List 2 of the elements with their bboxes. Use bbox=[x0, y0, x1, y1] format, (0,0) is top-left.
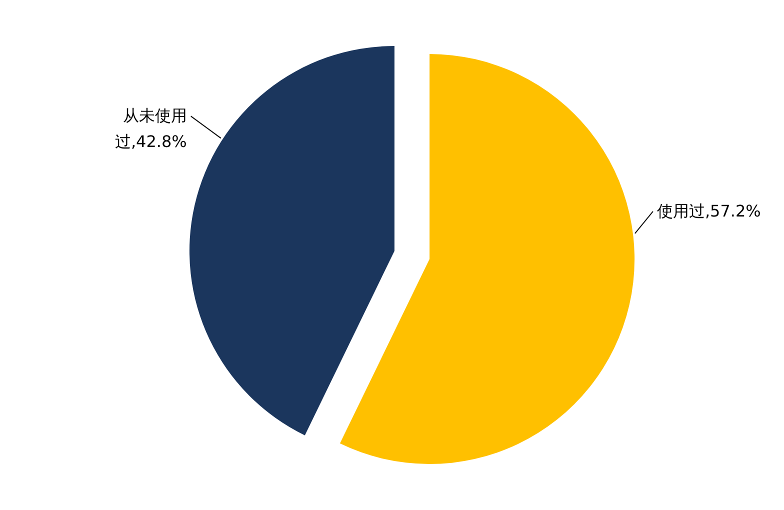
slice-label: 使用过,57.2% bbox=[656, 201, 761, 220]
slice-label: 从未使用过,42.8% bbox=[114, 106, 187, 152]
